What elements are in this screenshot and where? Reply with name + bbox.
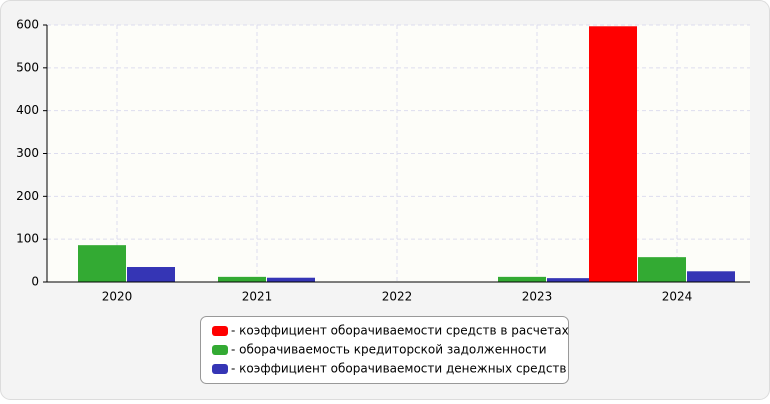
y-tick-label: 500 [16, 60, 39, 74]
x-tick-label: 2023 [522, 290, 553, 304]
bar [638, 257, 686, 282]
bar [498, 276, 546, 282]
x-tick-label: 2020 [102, 290, 133, 304]
bar [687, 271, 735, 282]
x-tick-label: 2021 [242, 290, 273, 304]
legend [200, 316, 569, 384]
legend-swatch [212, 345, 228, 355]
bars [78, 26, 735, 282]
legend-swatch [212, 364, 228, 374]
y-tick-label: 300 [16, 146, 39, 160]
bar [589, 26, 637, 282]
legend-swatch [212, 326, 228, 336]
bar [547, 278, 595, 282]
legend-label: - коэффициент оборачиваемости средств в … [231, 324, 569, 338]
y-tick-label: 200 [16, 189, 39, 203]
legend-label: - оборачиваемость кредиторской задолженн… [231, 343, 547, 357]
legend-label: - коэффициент оборачиваемости денежных с… [231, 362, 567, 376]
bar [127, 267, 175, 282]
y-tick-label: 100 [16, 232, 39, 246]
x-tick-label: 2022 [382, 290, 413, 304]
y-tick-label: 600 [16, 18, 39, 32]
bar [267, 277, 315, 282]
bar [218, 276, 266, 282]
y-tick-label: 400 [16, 103, 39, 117]
x-tick-label: 2024 [662, 290, 693, 304]
bar [78, 245, 126, 282]
y-tick-label: 0 [31, 275, 39, 289]
